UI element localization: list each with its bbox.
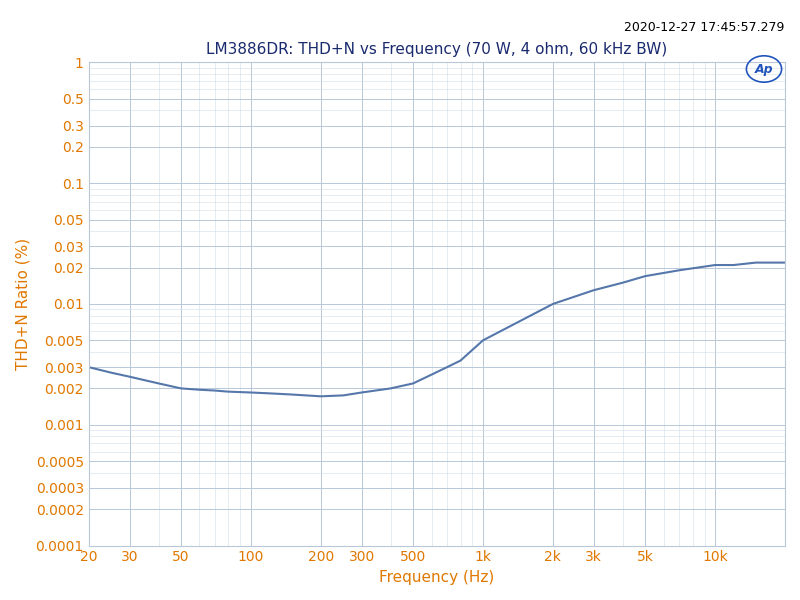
- Y-axis label: THD+N Ratio (%): THD+N Ratio (%): [15, 238, 30, 370]
- Text: 2020-12-27 17:45:57.279: 2020-12-27 17:45:57.279: [624, 21, 784, 34]
- Text: Ap: Ap: [754, 62, 774, 76]
- X-axis label: Frequency (Hz): Frequency (Hz): [379, 570, 494, 585]
- Title: LM3886DR: THD+N vs Frequency (70 W, 4 ohm, 60 kHz BW): LM3886DR: THD+N vs Frequency (70 W, 4 oh…: [206, 42, 667, 57]
